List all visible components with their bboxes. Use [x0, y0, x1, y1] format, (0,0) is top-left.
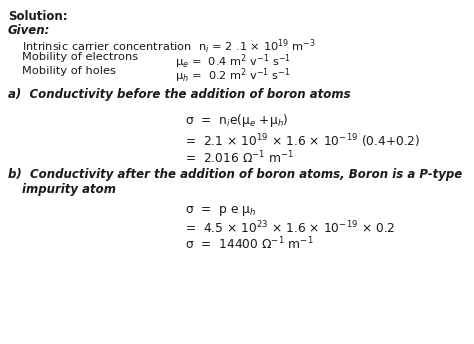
Text: σ  =  p e μ$_h$: σ = p e μ$_h$	[185, 204, 256, 218]
Text: Solution:: Solution:	[8, 10, 68, 23]
Text: b)  Conductivity after the addition of boron atoms, Boron is a P-type: b) Conductivity after the addition of bo…	[8, 168, 462, 181]
Text: =  2.1 × 10$^{19}$ × 1.6 × 10$^{-19}$ (0.4+0.2): = 2.1 × 10$^{19}$ × 1.6 × 10$^{-19}$ (0.…	[185, 132, 420, 150]
Text: σ  =  14400 Ω$^{-1}$ m$^{-1}$: σ = 14400 Ω$^{-1}$ m$^{-1}$	[185, 236, 314, 252]
Text: Given:: Given:	[8, 24, 50, 37]
Text: impurity atom: impurity atom	[22, 183, 116, 196]
Text: μ$_e$ =  0.4 m$^2$ v$^{-1}$ s$^{-1}$: μ$_e$ = 0.4 m$^2$ v$^{-1}$ s$^{-1}$	[175, 52, 292, 71]
Text: Mobility of holes: Mobility of holes	[22, 66, 116, 76]
Text: =  2.016 Ω$^{-1}$ m$^{-1}$: = 2.016 Ω$^{-1}$ m$^{-1}$	[185, 150, 294, 166]
Text: Intrinsic carrier concentration  n$_i$ = 2 .1 × 10$^{19}$ m$^{-3}$: Intrinsic carrier concentration n$_i$ = …	[22, 38, 316, 56]
Text: a)  Conductivity before the addition of boron atoms: a) Conductivity before the addition of b…	[8, 88, 351, 101]
Text: σ  =  n$_i$e(μ$_e$ +μ$_h$): σ = n$_i$e(μ$_e$ +μ$_h$)	[185, 112, 289, 129]
Text: μ$_h$ =  0.2 m$^2$ v$^{-1}$ s$^{-1}$: μ$_h$ = 0.2 m$^2$ v$^{-1}$ s$^{-1}$	[175, 66, 291, 85]
Text: Mobility of electrons: Mobility of electrons	[22, 52, 138, 62]
Text: =  4.5 × 10$^{23}$ × 1.6 × 10$^{-19}$ × 0.2: = 4.5 × 10$^{23}$ × 1.6 × 10$^{-19}$ × 0…	[185, 220, 395, 237]
